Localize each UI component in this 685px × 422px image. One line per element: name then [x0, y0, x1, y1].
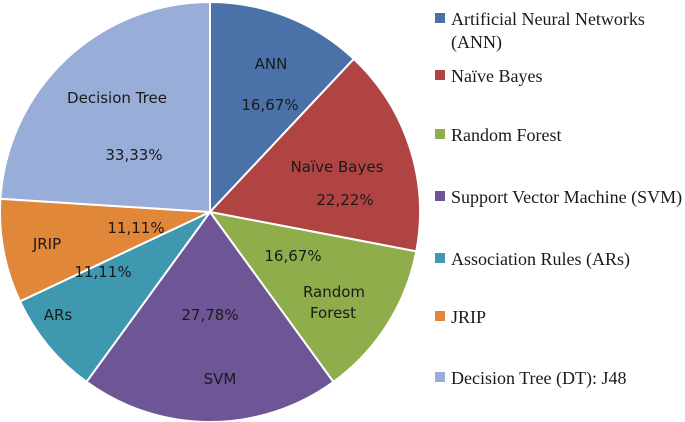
slice-value-label-naive-bayes: 22,22%	[316, 191, 373, 209]
slice-name-label-svm: SVM	[204, 370, 237, 388]
slice-value-label-svm: 27,78%	[181, 306, 238, 324]
legend-label-svm: Support Vector Machine (SVM)	[451, 187, 683, 207]
legend-swatch-ars	[435, 253, 445, 263]
legend-swatch-random-forest	[435, 129, 445, 139]
pie-slice-random-forest	[207, 210, 418, 384]
legend-label-decision-tree: Decision Tree (DT): J48	[451, 368, 627, 388]
legend-item-svm: Support Vector Machine (SVM)	[435, 186, 685, 209]
legend-item-naive-bayes: Naïve Bayes	[435, 65, 685, 88]
slice-name-label-random-forest-line2: Forest	[310, 304, 356, 322]
pie-slice-jrip	[0, 197, 211, 303]
legend-swatch-ann	[435, 13, 445, 23]
legend-label-random-forest: Random Forest	[451, 125, 562, 145]
legend-item-ann: Artificial Neural Networks (ANN)	[435, 8, 685, 54]
slice-name-label-ann: ANN	[255, 55, 288, 73]
slice-name-label-naive-bayes: Naïve Bayes	[291, 158, 384, 176]
slice-name-label-ars: ARs	[44, 306, 73, 324]
slice-value-label-jrip: 11,11%	[107, 219, 164, 237]
slice-name-label-random-forest-line1: Random	[303, 283, 365, 301]
legend-item-jrip: JRIP	[435, 306, 685, 329]
pie-slice-naive-bayes	[208, 57, 421, 253]
legend-item-decision-tree: Decision Tree (DT): J48	[435, 367, 685, 390]
legend-label-ann: Artificial Neural Networks (ANN)	[451, 9, 645, 52]
slice-name-label-decision-tree: Decision Tree	[67, 89, 167, 107]
slice-value-label-ann: 16,67%	[241, 96, 298, 114]
legend-label-naive-bayes: Naïve Bayes	[451, 66, 543, 86]
slice-value-label-ars: 11,11%	[74, 263, 131, 281]
legend-swatch-decision-tree	[435, 372, 445, 382]
legend-swatch-svm	[435, 191, 445, 201]
legend-item-random-forest: Random Forest	[435, 124, 685, 147]
legend-label-ars: Association Rules (ARs)	[451, 249, 630, 269]
chart-legend: Artificial Neural Networks (ANN) Naïve Ba…	[435, 0, 685, 422]
slice-value-label-random-forest: 16,67%	[264, 247, 321, 265]
pie-slice-ars	[18, 211, 211, 384]
legend-swatch-naive-bayes	[435, 70, 445, 80]
slice-value-label-decision-tree: 33,33%	[105, 146, 162, 164]
legend-item-ars: Association Rules (ARs)	[435, 248, 685, 271]
legend-label-jrip: JRIP	[451, 307, 487, 327]
pie-slice-ann	[209, 0, 356, 215]
legend-swatch-jrip	[435, 311, 445, 321]
slice-name-label-jrip: JRIP	[32, 235, 61, 253]
pie-slice-decision-tree	[0, 0, 211, 214]
pie-chart: ANN 16,67% Naïve Bayes 22,22% 16,67% Random Fo…	[0, 0, 421, 422]
